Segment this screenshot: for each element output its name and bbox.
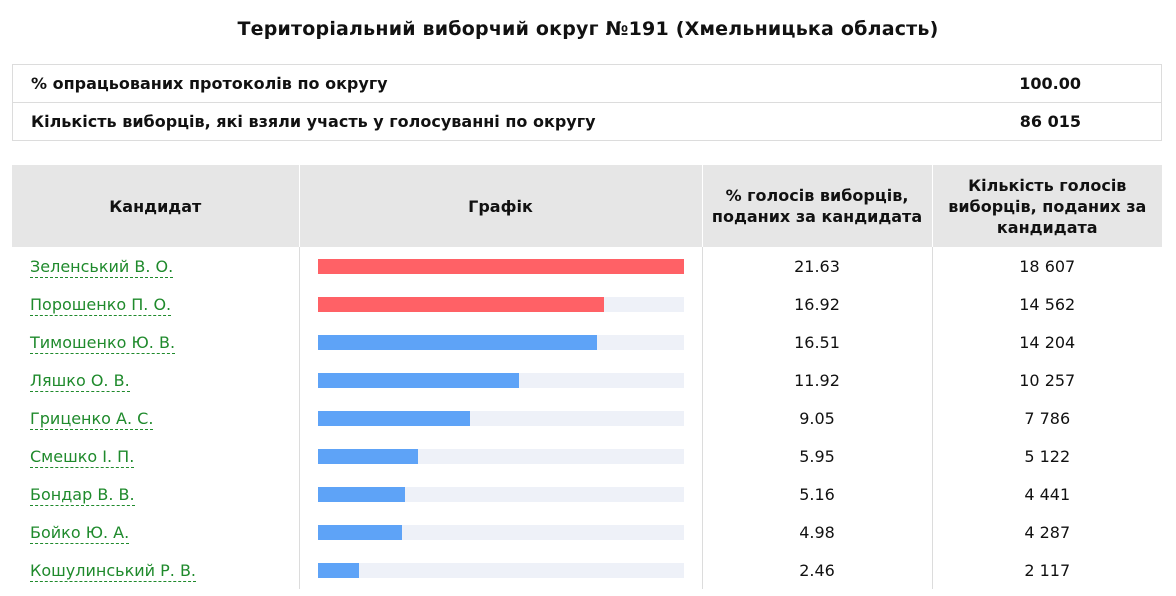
table-row: Смешко І. П. 5.95 5 122 — [12, 437, 1162, 475]
candidate-cell: Кошулинський Р. В. — [12, 551, 299, 589]
vote-bar — [317, 372, 520, 388]
header-candidate: Кандидат — [12, 165, 299, 247]
table-row: Тимошенко Ю. В. 16.51 14 204 — [12, 323, 1162, 361]
candidate-link[interactable]: Смешко І. П. — [30, 446, 135, 468]
candidate-link[interactable]: Зеленський В. О. — [30, 256, 174, 278]
bar-track — [317, 486, 684, 502]
graph-cell — [298, 437, 702, 475]
count-cell: 4 441 — [931, 475, 1162, 513]
summary-value: 100.00 — [1001, 64, 1162, 103]
count-cell: 4 287 — [931, 513, 1162, 551]
graph-cell — [298, 285, 702, 323]
percent-cell: 5.95 — [701, 437, 932, 475]
table-row: Кошулинський Р. В. 2.46 2 117 — [12, 551, 1162, 589]
bar-track — [317, 524, 684, 540]
summary-row-protocols: % опрацьованих протоколів по округу 100.… — [12, 64, 1162, 103]
candidate-link[interactable]: Бойко Ю. А. — [30, 522, 130, 544]
results-header-row: Кандидат Графік % голосів виборців, пода… — [12, 165, 1162, 247]
vote-bar — [317, 296, 604, 312]
header-graph: Графік — [298, 165, 702, 247]
candidate-cell: Порошенко П. О. — [12, 285, 299, 323]
count-cell: 5 122 — [931, 437, 1162, 475]
count-cell: 2 117 — [931, 551, 1162, 589]
table-row: Гриценко А. С. 9.05 7 786 — [12, 399, 1162, 437]
bar-track — [317, 372, 684, 388]
count-cell: 18 607 — [931, 247, 1162, 285]
percent-cell: 4.98 — [701, 513, 932, 551]
bar-track — [317, 448, 684, 464]
candidate-link[interactable]: Кошулинський Р. В. — [30, 560, 196, 582]
bar-track — [317, 410, 684, 426]
percent-cell: 21.63 — [701, 247, 932, 285]
summary-label: Кількість виборців, які взяли участь у г… — [12, 102, 1002, 141]
count-cell: 7 786 — [931, 399, 1162, 437]
candidate-cell: Бондар В. В. — [12, 475, 299, 513]
vote-bar — [317, 258, 684, 274]
percent-cell: 5.16 — [701, 475, 932, 513]
graph-cell — [298, 399, 702, 437]
candidate-link[interactable]: Порошенко П. О. — [30, 294, 172, 316]
table-row: Зеленський В. О. 21.63 18 607 — [12, 247, 1162, 285]
candidate-link[interactable]: Бондар В. В. — [30, 484, 135, 506]
bar-track — [317, 562, 684, 578]
vote-bar — [317, 562, 360, 578]
graph-cell — [298, 361, 702, 399]
results-body: Зеленський В. О. 21.63 18 607 Порошенко П. … — [12, 247, 1162, 589]
summary-table: % опрацьованих протоколів по округу 100.… — [12, 64, 1162, 141]
bar-track — [317, 296, 684, 312]
page-title: Територіальний виборчий округ №191 (Хмел… — [237, 18, 939, 40]
table-row: Бойко Ю. А. 4.98 4 287 — [12, 513, 1162, 551]
percent-cell: 16.51 — [701, 323, 932, 361]
graph-cell — [298, 551, 702, 589]
bar-track — [317, 258, 684, 274]
percent-cell: 2.46 — [701, 551, 932, 589]
vote-bar — [317, 486, 405, 502]
table-row: Порошенко П. О. 16.92 14 562 — [12, 285, 1162, 323]
candidate-cell: Бойко Ю. А. — [12, 513, 299, 551]
summary-value: 86 015 — [1001, 102, 1162, 141]
percent-cell: 11.92 — [701, 361, 932, 399]
summary-row-turnout: Кількість виборців, які взяли участь у г… — [12, 102, 1162, 141]
vote-bar — [317, 524, 402, 540]
results-table: Кандидат Графік % голосів виборців, пода… — [12, 165, 1162, 589]
graph-cell — [298, 323, 702, 361]
candidate-link[interactable]: Тимошенко Ю. В. — [30, 332, 176, 354]
percent-cell: 16.92 — [701, 285, 932, 323]
vote-bar — [317, 410, 471, 426]
graph-cell — [298, 247, 702, 285]
summary-label: % опрацьованих протоколів по округу — [12, 64, 1002, 103]
candidate-cell: Гриценко А. С. — [12, 399, 299, 437]
graph-cell — [298, 475, 702, 513]
header-count: Кількість голосів виборців, поданих за к… — [931, 165, 1162, 247]
candidate-link[interactable]: Ляшко О. В. — [30, 370, 130, 392]
table-row: Бондар В. В. 5.16 4 441 — [12, 475, 1162, 513]
graph-cell — [298, 513, 702, 551]
candidate-cell: Зеленський В. О. — [12, 247, 299, 285]
bar-track — [317, 334, 684, 350]
count-cell: 10 257 — [931, 361, 1162, 399]
table-row: Ляшко О. В. 11.92 10 257 — [12, 361, 1162, 399]
candidate-cell: Ляшко О. В. — [12, 361, 299, 399]
count-cell: 14 204 — [931, 323, 1162, 361]
candidate-link[interactable]: Гриценко А. С. — [30, 408, 154, 430]
vote-bar — [317, 334, 597, 350]
count-cell: 14 562 — [931, 285, 1162, 323]
vote-bar — [317, 448, 419, 464]
candidate-cell: Смешко І. П. — [12, 437, 299, 475]
percent-cell: 9.05 — [701, 399, 932, 437]
header-percent: % голосів виборців, поданих за кандидата — [701, 165, 932, 247]
candidate-cell: Тимошенко Ю. В. — [12, 323, 299, 361]
